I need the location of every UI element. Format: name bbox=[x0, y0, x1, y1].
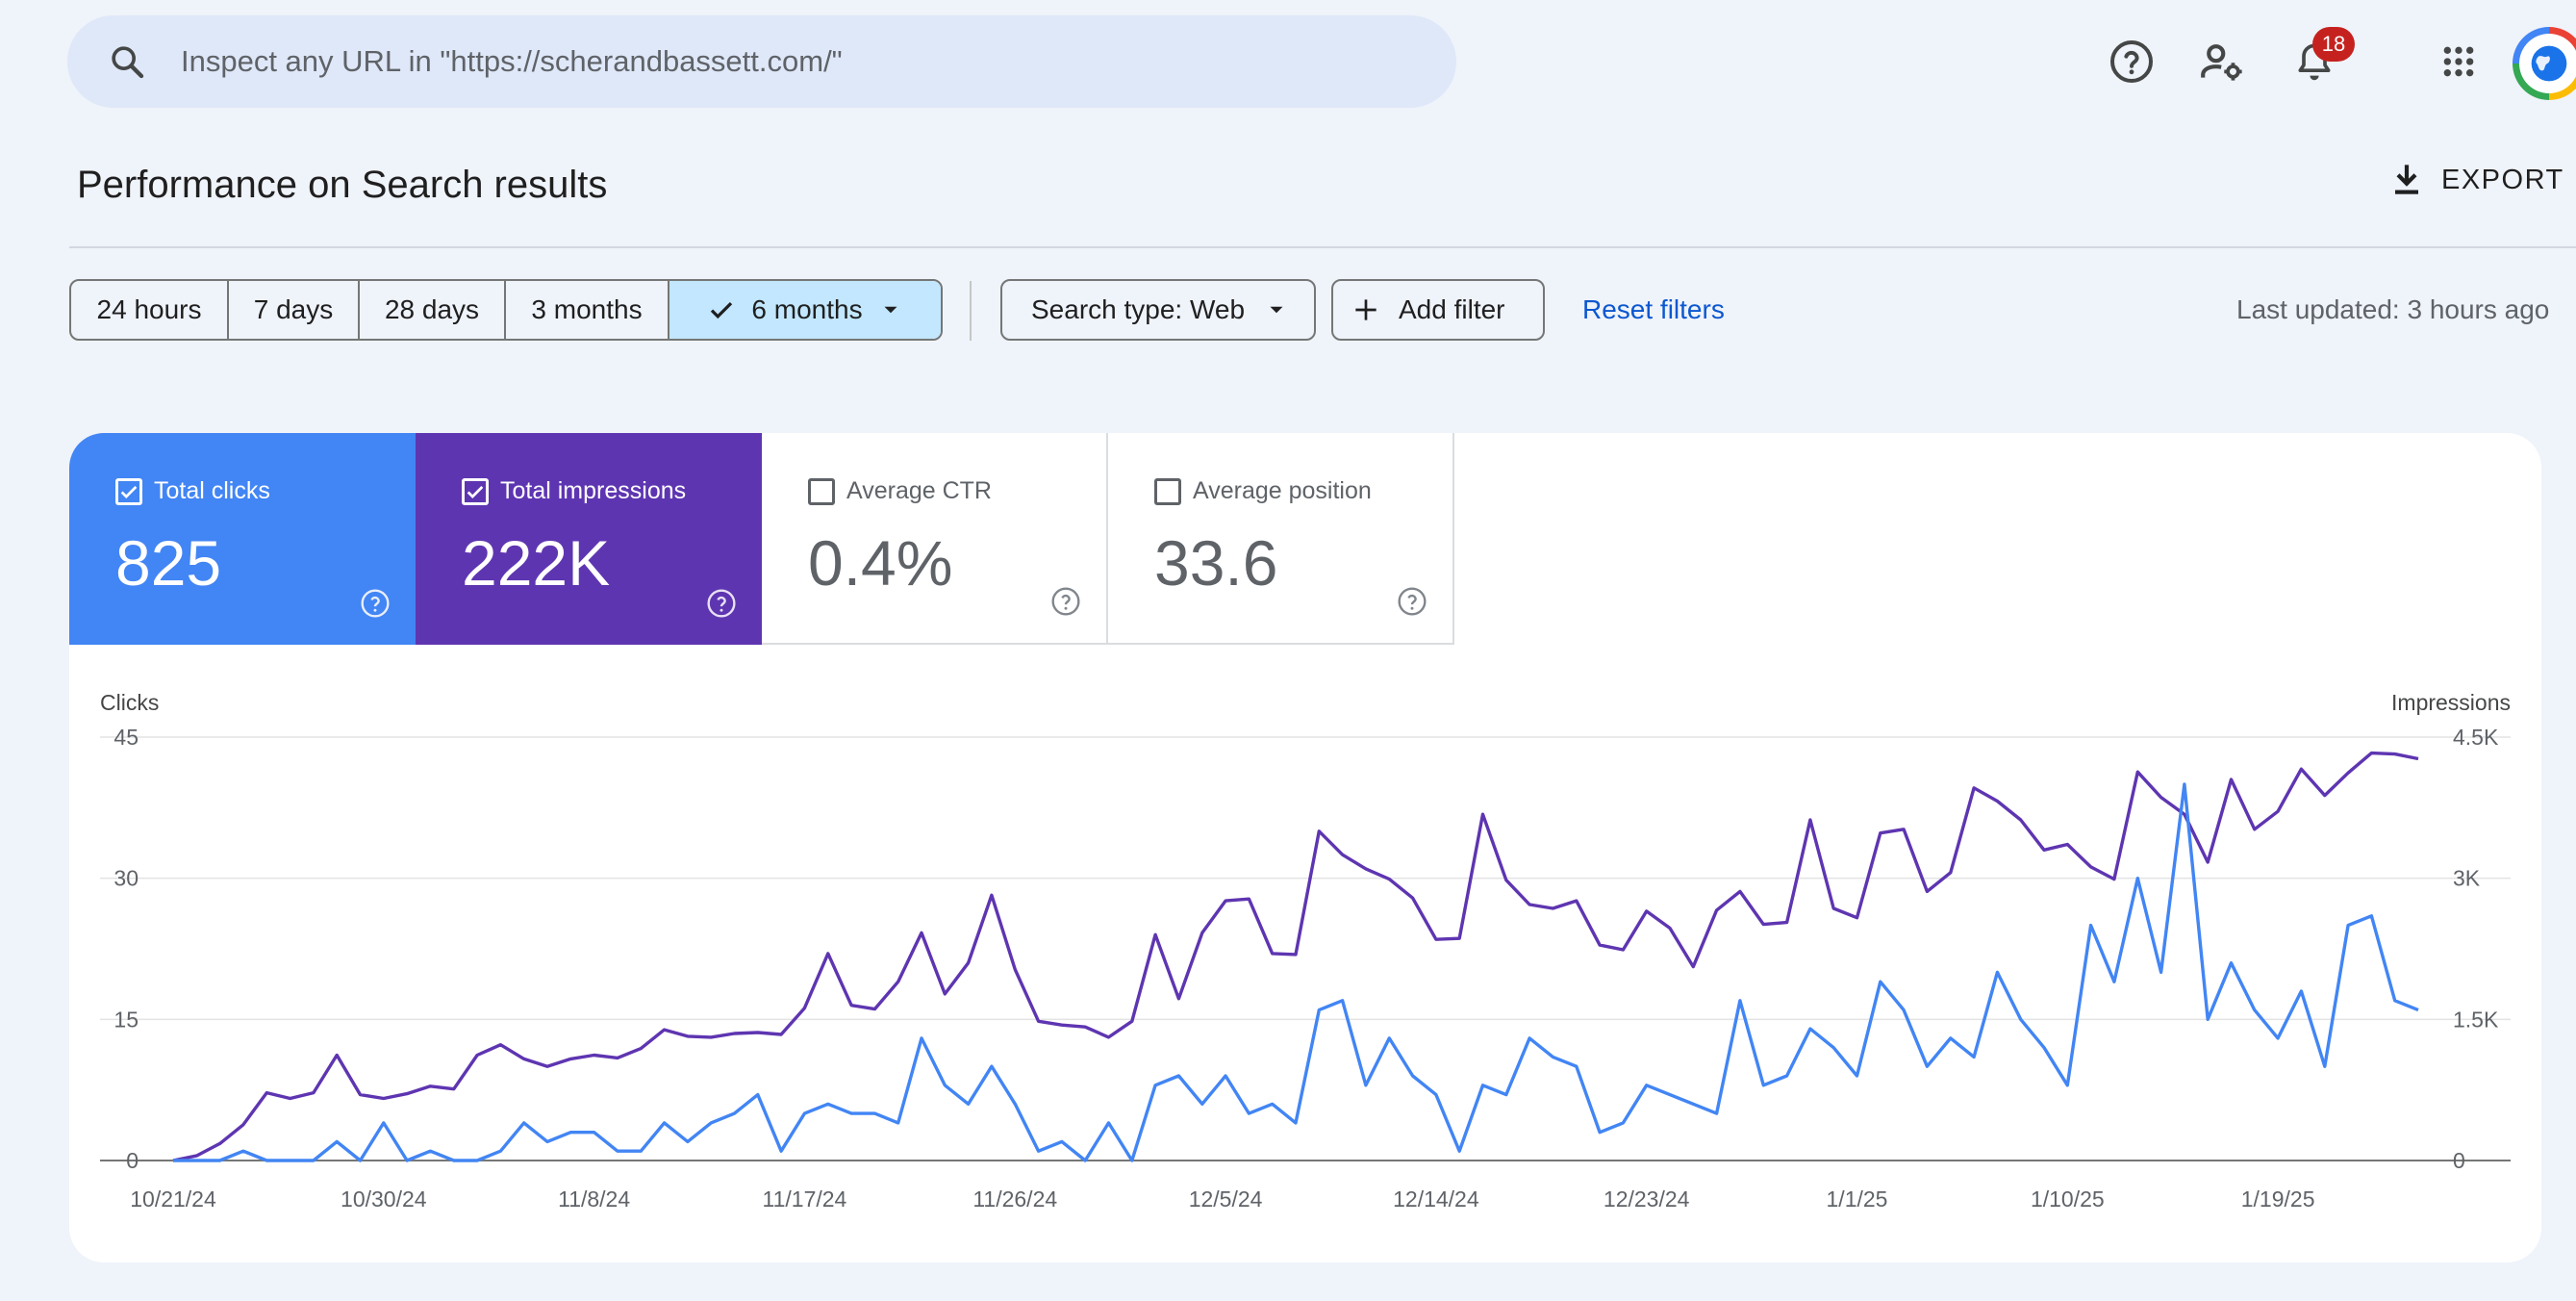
help-icon[interactable] bbox=[1050, 586, 1081, 622]
search-bar[interactable] bbox=[67, 15, 1456, 108]
checkbox-unchecked-icon[interactable] bbox=[1154, 477, 1181, 505]
x-tick-label: 1/19/25 bbox=[2241, 1186, 2315, 1212]
performance-chart: 0 0 15 1.5K 30 3K 45 4.5K 10/21/24 10/30/24 11/8/2… bbox=[100, 690, 2511, 1212]
page-title: Performance on Search results bbox=[77, 164, 608, 206]
y-axis-right-title: Impressions bbox=[2391, 690, 2511, 715]
search-type-filter[interactable]: Search type: Web bbox=[1000, 279, 1316, 341]
metric-label: Total clicks bbox=[154, 477, 270, 504]
metric-average-position[interactable]: Average position 33.6 bbox=[1108, 433, 1454, 645]
help-icon[interactable] bbox=[360, 588, 391, 624]
range-7-days[interactable]: 7 days bbox=[229, 281, 360, 339]
help-icon[interactable] bbox=[1397, 586, 1427, 622]
help-icon[interactable] bbox=[706, 588, 737, 624]
x-tick-label: 10/21/24 bbox=[130, 1186, 216, 1212]
y-tick-left: 30 bbox=[114, 866, 139, 891]
filter-separator bbox=[970, 281, 972, 341]
globe-icon bbox=[2519, 34, 2576, 93]
x-tick-label: 10/30/24 bbox=[341, 1186, 427, 1212]
metric-value: 0.4% bbox=[808, 527, 953, 599]
range-24-hours[interactable]: 24 hours bbox=[71, 281, 229, 339]
add-filter-button[interactable]: Add filter bbox=[1331, 279, 1545, 341]
metric-average-ctr[interactable]: Average CTR 0.4% bbox=[762, 433, 1108, 645]
apps-grid-icon[interactable] bbox=[2428, 31, 2489, 92]
url-inspect-input[interactable] bbox=[181, 44, 1335, 79]
metric-value: 33.6 bbox=[1154, 527, 1278, 599]
range-6-months[interactable]: 6 months bbox=[669, 281, 941, 339]
y-tick-left: 15 bbox=[114, 1007, 139, 1032]
range-3-months[interactable]: 3 months bbox=[506, 281, 669, 339]
selected-range-label: 6 months bbox=[751, 294, 863, 324]
metric-label: Total impressions bbox=[500, 477, 687, 504]
reset-filters-link[interactable]: Reset filters bbox=[1582, 294, 1725, 324]
checkbox-checked-icon[interactable] bbox=[115, 477, 142, 505]
help-icon[interactable] bbox=[2101, 31, 2162, 92]
range-28-days[interactable]: 28 days bbox=[360, 281, 506, 339]
series-line-clicks bbox=[173, 782, 2419, 1162]
metric-label: Average CTR bbox=[846, 477, 992, 504]
check-icon bbox=[711, 301, 733, 319]
metric-label: Average position bbox=[1193, 477, 1372, 504]
metric-total-clicks[interactable]: Total clicks 825 bbox=[69, 433, 416, 645]
y-tick-left: 0 bbox=[126, 1148, 139, 1173]
account-avatar[interactable] bbox=[2513, 27, 2576, 100]
checkbox-unchecked-icon[interactable] bbox=[808, 477, 835, 505]
last-updated-text: Last updated: 3 hours ago bbox=[2236, 294, 2550, 324]
header-divider bbox=[69, 246, 2576, 248]
x-tick-label: 11/8/24 bbox=[558, 1186, 630, 1212]
caret-down-icon bbox=[1270, 306, 1283, 314]
series-line-impressions bbox=[172, 751, 2419, 1162]
y-tick-right: 3K bbox=[2453, 866, 2481, 891]
plus-icon bbox=[1355, 299, 1376, 320]
search-type-label: Search type: Web bbox=[1031, 294, 1246, 324]
notifications-icon[interactable]: 18 bbox=[2284, 27, 2355, 92]
x-tick-label: 1/1/25 bbox=[1827, 1186, 1888, 1212]
x-tick-label: 11/17/24 bbox=[763, 1186, 847, 1212]
y-axis-left-title: Clicks bbox=[100, 690, 159, 715]
y-tick-right: 4.5K bbox=[2453, 725, 2499, 750]
notification-count-badge: 18 bbox=[2312, 27, 2355, 62]
x-tick-label: 12/14/24 bbox=[1393, 1186, 1479, 1212]
x-tick-label: 12/5/24 bbox=[1189, 1186, 1263, 1212]
x-tick-label: 11/26/24 bbox=[972, 1186, 1057, 1212]
y-tick-right: 0 bbox=[2453, 1148, 2465, 1173]
add-filter-label: Add filter bbox=[1399, 294, 1505, 324]
x-tick-label: 1/10/25 bbox=[2031, 1186, 2105, 1212]
manage-users-icon[interactable] bbox=[2191, 31, 2253, 92]
caret-down-icon bbox=[884, 306, 897, 314]
checkbox-checked-icon[interactable] bbox=[462, 477, 489, 505]
metric-value: 825 bbox=[115, 527, 222, 599]
metric-value: 222K bbox=[462, 527, 611, 599]
y-tick-left: 45 bbox=[114, 725, 139, 750]
date-range-selector: 24 hours 7 days 28 days 3 months 6 month… bbox=[69, 279, 943, 341]
download-icon bbox=[2395, 165, 2418, 194]
export-button[interactable]: EXPORT bbox=[2389, 162, 2564, 198]
export-label: EXPORT bbox=[2441, 164, 2564, 195]
search-icon bbox=[102, 37, 152, 87]
y-tick-right: 1.5K bbox=[2453, 1007, 2499, 1032]
metric-total-impressions[interactable]: Total impressions 222K bbox=[416, 433, 762, 645]
x-tick-label: 12/23/24 bbox=[1604, 1186, 1690, 1212]
